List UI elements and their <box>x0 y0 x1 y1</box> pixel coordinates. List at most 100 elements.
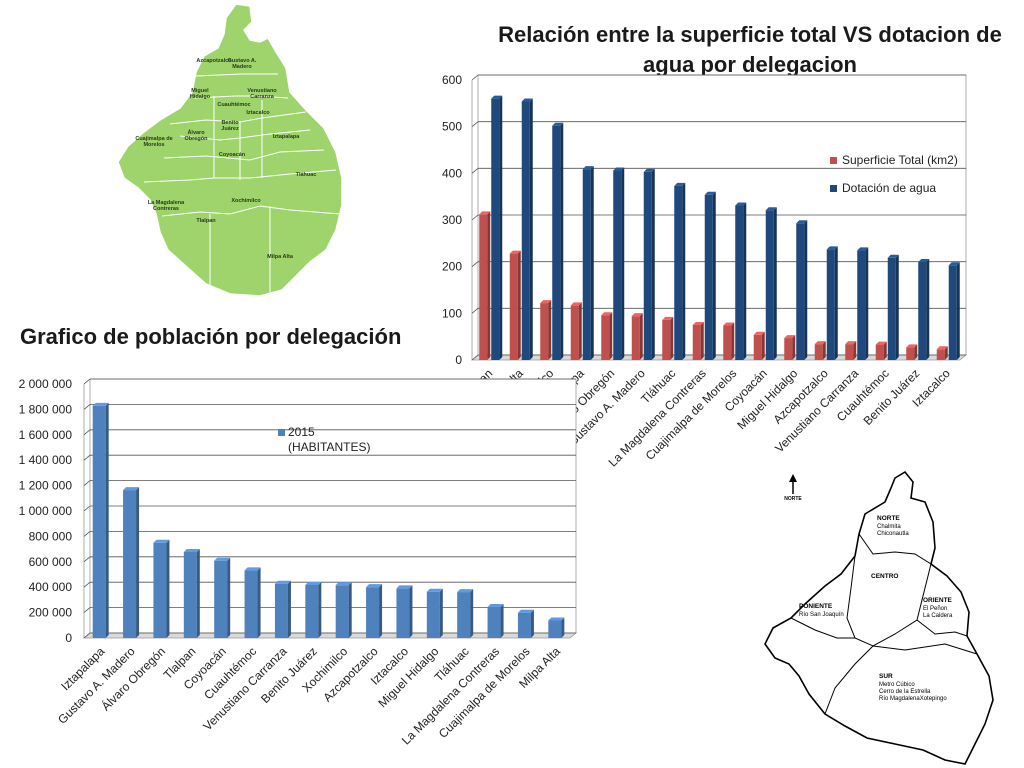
chart2-bar <box>92 405 106 638</box>
chart1-bar-side <box>834 246 838 360</box>
chart2-bar <box>123 490 137 638</box>
map-delegation-label: Azcapotzalco <box>196 58 232 64</box>
chart2-bar-side <box>318 581 322 638</box>
chart2-y-tick-label: 1 000 000 <box>19 504 73 518</box>
chart1-bar <box>509 253 518 360</box>
chart1-bar-top <box>948 262 960 266</box>
chart1-bar-top <box>491 95 503 99</box>
chart1-bar-side <box>792 335 796 360</box>
chart1-bar <box>662 319 671 360</box>
chart1-legend-swatch <box>830 185 837 192</box>
map-delegation-label: Gustavo A. <box>228 58 257 64</box>
chart1-title: Relación entre la superficie total VS do… <box>498 22 1002 77</box>
chart2-bar <box>426 591 440 638</box>
chart2-bar <box>487 607 501 638</box>
map-delegation-label: Iztacalco <box>246 110 270 116</box>
chart1-bar <box>521 101 530 360</box>
map-delegation-label: Contreras <box>153 206 179 212</box>
chart1-bar-side <box>761 331 765 360</box>
chart1-bar-top <box>692 322 704 325</box>
region-place-label: Cerro de la Estrella <box>879 689 931 695</box>
chart1-bar-side <box>529 98 533 360</box>
chart1-bar <box>552 125 561 360</box>
chart2-bar-side <box>348 582 352 638</box>
chart2-gridline <box>83 607 91 613</box>
chart1-gridline <box>471 168 479 174</box>
chart1-bar-side <box>731 322 735 360</box>
chart2-title: Grafico de población por delegación <box>20 324 402 349</box>
chart2-y-tick-label: 1 200 000 <box>19 479 73 493</box>
chart1-bar <box>948 265 957 360</box>
chart1-bar-top <box>814 341 826 345</box>
chart1-bar <box>936 349 945 360</box>
chart2-y-tick-label: 800 000 <box>29 529 73 543</box>
chart1-bar-side <box>944 346 948 360</box>
chart1-bar <box>857 250 866 360</box>
chart2-bar-side <box>105 402 109 638</box>
chart2-gridline <box>83 404 91 410</box>
chart1-bar-side <box>682 182 686 360</box>
chart2-bar-side <box>136 487 140 638</box>
chart1-gridline <box>471 354 479 361</box>
chart1-bar <box>765 210 774 360</box>
chart2-bar <box>244 570 258 638</box>
chart1-gridline <box>471 121 479 127</box>
chart1-bar-top <box>631 313 643 317</box>
chart1-bar-top <box>826 246 838 250</box>
map-delegation-label: Iztapalapa <box>273 134 301 140</box>
chart1-bar-side <box>621 167 625 360</box>
chart1-bar <box>674 185 683 360</box>
chart2-legend-label: (HABITANTES) <box>288 440 370 454</box>
chart2-bar <box>274 583 288 638</box>
chart2-bar-top <box>396 585 413 589</box>
chart2-bar-side <box>439 588 443 638</box>
chart1-bar-top <box>887 254 899 258</box>
chart2-bar-top <box>274 580 291 584</box>
chart1-y-tick-label: 500 <box>442 120 462 134</box>
chart2-bar-top <box>244 567 261 571</box>
chart2-gridline <box>83 531 91 537</box>
chart1-y-tick-label: 300 <box>442 213 462 227</box>
chart2-bar <box>396 588 410 638</box>
chart1-bar-side <box>926 259 930 360</box>
chart1-bar-side <box>895 254 899 360</box>
chart1-bar-top <box>918 259 930 262</box>
chart1-bar <box>814 344 823 360</box>
chart1-bar-top <box>704 191 716 195</box>
chart2-gridline <box>83 429 91 436</box>
chart1-legend-swatch <box>830 157 837 164</box>
chart1-bar-side <box>548 300 552 360</box>
region-outline <box>764 470 994 765</box>
chart2-bar-top <box>487 604 504 608</box>
water-vs-area-chart: 0100200300400500600TlalpanMilpa AltaXoch… <box>442 73 968 470</box>
chart1-bar <box>906 347 915 360</box>
chart1-legend-label: Dotación de agua <box>842 181 936 195</box>
region-place-label: Metro Cúbico <box>879 682 915 688</box>
chart1-bar-side <box>773 207 777 360</box>
chart1-bar <box>735 205 744 360</box>
map-delegation-label: Tláhuac <box>296 172 317 178</box>
region-place-label: Río MagdalenaXotepingo <box>879 696 947 702</box>
chart1-bar-top <box>765 207 777 211</box>
chart1-bar <box>643 171 652 360</box>
region-title: CENTRO <box>871 573 898 580</box>
chart1-bar <box>826 249 835 360</box>
chart2-bar-side <box>166 539 170 638</box>
chart2-legend-swatch <box>278 429 285 436</box>
chart2-y-tick-label: 600 000 <box>29 555 73 569</box>
chart2-bar <box>153 542 167 638</box>
chart1-bar-top <box>570 302 582 306</box>
chart1-bar <box>875 344 884 360</box>
chart2-y-tick-label: 2 000 000 <box>19 377 73 391</box>
chart1-bar-side <box>578 302 582 360</box>
chart1-bar-side <box>865 247 869 360</box>
chart1-bar <box>753 334 762 360</box>
map-delegation-label: La Magdalena <box>148 200 185 206</box>
chart1-bar-top <box>857 247 869 251</box>
chart1-bar-top <box>540 300 552 304</box>
chart2-y-tick-label: 1 800 000 <box>19 402 73 416</box>
chart2-bar <box>457 592 471 638</box>
chart1-bar-side <box>712 191 716 360</box>
chart2-bar-top <box>366 584 383 588</box>
chart2-bar <box>183 552 197 638</box>
